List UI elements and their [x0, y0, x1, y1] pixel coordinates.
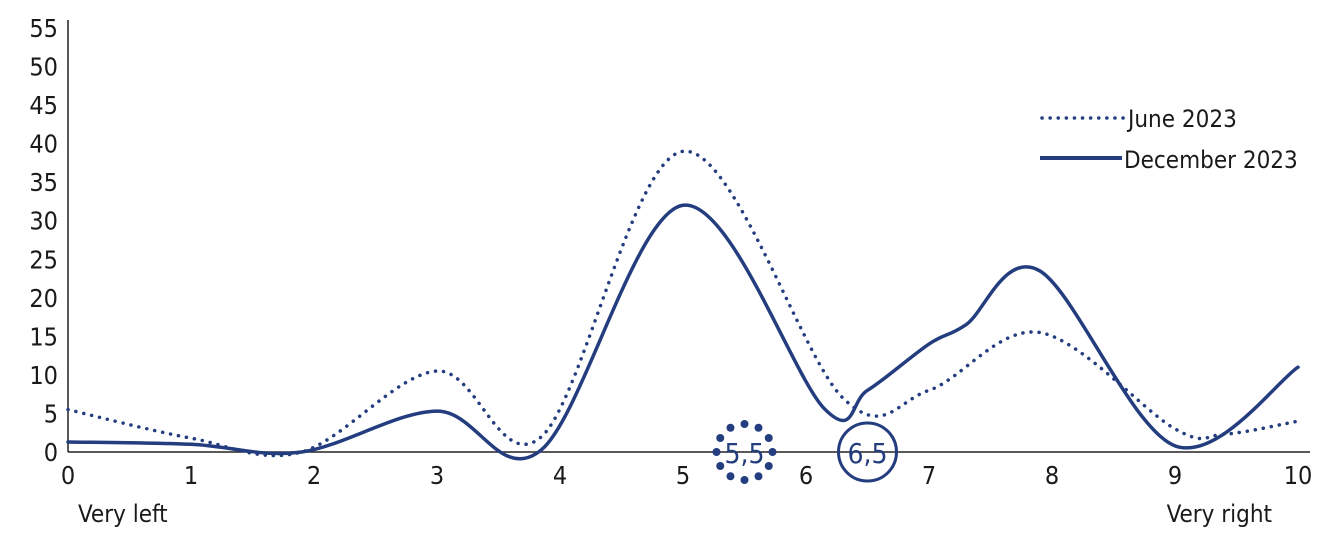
y-tick-label: 15 [29, 322, 58, 351]
y-tick-label: 25 [29, 245, 58, 274]
y-tick-label: 45 [29, 91, 58, 120]
marker-dot [754, 472, 763, 481]
x-tick-label: 5 [676, 461, 690, 490]
series-line-december-2023 [66, 203, 1300, 461]
x-label-very-left: Very left [78, 500, 168, 528]
y-tick-label: 5 [44, 399, 58, 428]
marker-dot [712, 448, 721, 456]
x-tick-label: 8 [1045, 461, 1059, 490]
y-tick-label: 50 [29, 53, 58, 82]
marker-label: 5,5 [724, 437, 764, 470]
x-axis: 0 1 2 3 4 5 6 7 8 9 10 [61, 461, 1312, 490]
x-tick-label: 7 [922, 461, 936, 490]
x-tick-label: 9 [1168, 461, 1182, 490]
marker-dot [768, 448, 777, 456]
x-tick-label: 2 [307, 461, 321, 490]
y-tick-label: 35 [29, 168, 58, 197]
x-tick-label: 1 [184, 461, 198, 490]
legend-label-december: December 2023 [1124, 146, 1298, 174]
x-label-very-right: Very right [1167, 500, 1272, 528]
y-tick-label: 55 [29, 14, 58, 43]
marker-circle [837, 421, 898, 483]
marker-dot [716, 462, 725, 470]
marker-dot [740, 476, 749, 484]
y-tick-label: 10 [29, 361, 58, 390]
x-tick-label: 6 [799, 461, 813, 490]
marker-dot [716, 434, 725, 442]
legend-label-june: June 2023 [1126, 105, 1237, 133]
x-tick-label: 0 [61, 461, 75, 490]
legend: June 2023 December 2023 [1040, 105, 1298, 174]
x-tick-label: 10 [1284, 461, 1313, 490]
marker-dot [754, 423, 763, 432]
marker-label: 6,5 [847, 437, 887, 470]
marker-dot [726, 472, 735, 481]
series-line-june-2023 [66, 149, 1300, 458]
y-axis: 0 5 10 15 20 25 30 35 40 45 50 55 [29, 14, 58, 467]
marker-dot [740, 420, 749, 428]
y-tick-label: 20 [29, 284, 58, 313]
x-tick-label: 3 [430, 461, 444, 490]
y-tick-label: 0 [44, 438, 58, 467]
marker-dot [726, 423, 735, 432]
marker-dot [764, 462, 773, 470]
y-tick-label: 30 [29, 207, 58, 236]
y-tick-label: 40 [29, 130, 58, 159]
x-tick-label: 4 [553, 461, 567, 490]
marker-dot [764, 434, 773, 442]
